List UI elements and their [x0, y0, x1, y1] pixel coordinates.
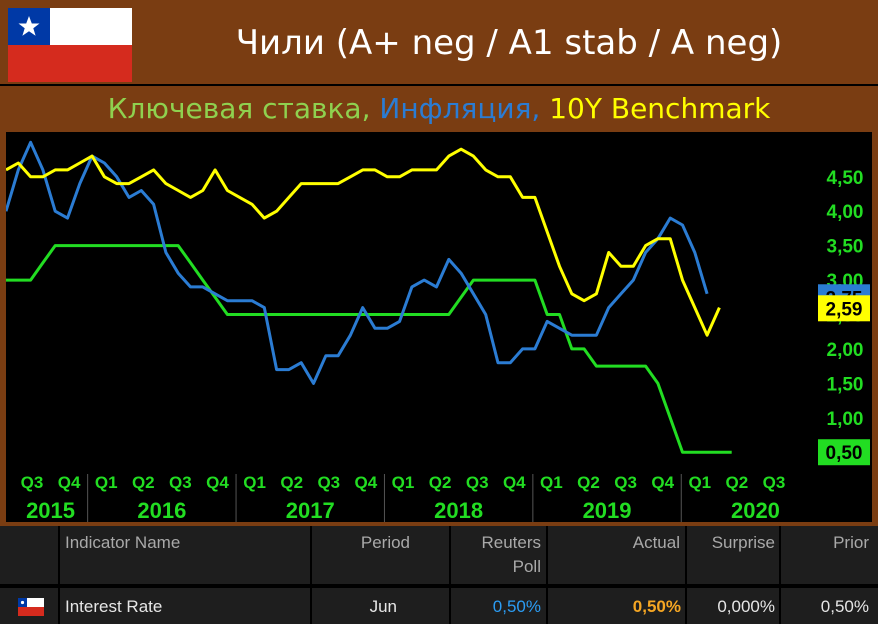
header-cell-period: [312, 526, 449, 584]
x-year-label: 2019: [583, 498, 632, 522]
x-quarter-label: Q4: [355, 473, 378, 492]
chile-flag-small-icon: [18, 598, 44, 616]
x-quarter-label: Q1: [688, 473, 711, 492]
x-quarter-label: Q1: [95, 473, 118, 492]
x-quarter-label: Q3: [21, 473, 44, 492]
col-header-surprise[interactable]: Surprise: [711, 533, 775, 552]
last-value-label: 2,59: [826, 299, 863, 320]
row-period: Jun: [369, 597, 397, 616]
x-quarter-label: Q3: [763, 473, 786, 492]
x-year-label: 2016: [137, 498, 186, 522]
subtitle-rate: Ключевая ставка,: [107, 92, 371, 125]
frame-bottom: [0, 522, 878, 526]
row-cell-name: [60, 588, 310, 624]
frame-left: [0, 132, 6, 524]
col-header-poll-line2[interactable]: Poll: [512, 557, 541, 576]
x-quarter-label: Q2: [577, 473, 600, 492]
x-quarter-label: Q1: [540, 473, 563, 492]
x-quarter-label: Q4: [503, 473, 526, 492]
x-quarter-label: Q2: [280, 473, 303, 492]
row-surprise: 0,000%: [717, 597, 775, 616]
last-value-badge: [818, 439, 870, 466]
x-quarter-label: Q3: [466, 473, 489, 492]
header-cell-poll: [451, 526, 546, 584]
x-quarter-label: Q2: [429, 473, 452, 492]
chile-flag-icon: [8, 8, 132, 82]
row-cell-surprise: [687, 588, 779, 624]
y-tick-label: 3,50: [827, 237, 864, 258]
row-indicator-name[interactable]: Interest Rate: [65, 597, 163, 616]
header-cell-prior: [781, 526, 878, 584]
col-header-poll-line1[interactable]: Reuters: [481, 533, 541, 552]
x-quarter-label: Q4: [651, 473, 674, 492]
row-cell-actual: [548, 588, 685, 624]
x-quarter-label: Q3: [317, 473, 340, 492]
x-year-label: 2018: [434, 498, 483, 522]
series-line-2: [6, 147, 721, 337]
y-tick-label: 1,50: [827, 374, 864, 395]
x-quarter-label: Q2: [132, 473, 155, 492]
x-quarter-label: Q1: [243, 473, 266, 492]
x-year-label: 2015: [26, 498, 75, 522]
row-prior: 0,50%: [820, 597, 869, 616]
header-cell-actual: [548, 526, 685, 584]
last-value-badge: [818, 295, 870, 322]
line-chart: 4,504,003,503,002,502,001,501,002,752,59…: [6, 140, 870, 522]
row-cell-prior: [781, 588, 878, 624]
row-poll: 0,50%: [492, 597, 541, 616]
row-cell-period: [312, 588, 449, 624]
x-quarter-label: Q4: [58, 473, 81, 492]
subtitle-benchmark: 10Y Benchmark: [549, 92, 771, 125]
indicator-table: Indicator Name Period Reuters Poll Actua…: [0, 526, 878, 624]
x-quarter-label: Q3: [614, 473, 637, 492]
x-quarter-label: Q1: [392, 473, 415, 492]
y-tick-label: 4,00: [827, 202, 864, 223]
col-header-prior[interactable]: Prior: [833, 533, 869, 552]
series-line-1: [6, 140, 709, 385]
x-year-label: 2020: [731, 498, 780, 522]
header-cell-surprise: [687, 526, 779, 584]
subtitle-inflation: Инфляция,: [379, 92, 541, 125]
row-actual: 0,50%: [632, 597, 681, 616]
row-cell-poll: [451, 588, 546, 624]
series-line-0: [6, 244, 732, 454]
chart-subtitle: Ключевая ставка, Инфляция, 10Y Benchmark: [0, 86, 878, 132]
header-banner: Чили (A+ neg / A1 stab / A neg): [0, 0, 878, 84]
frame-right: [872, 132, 878, 524]
col-header-indicator[interactable]: Indicator Name: [65, 533, 181, 552]
x-quarter-label: Q3: [169, 473, 192, 492]
x-quarter-label: Q4: [206, 473, 229, 492]
y-tick-label: 2,00: [827, 340, 864, 361]
page-title: Чили (A+ neg / A1 stab / A neg): [235, 23, 783, 63]
header-cell-name: [60, 526, 310, 584]
col-header-actual[interactable]: Actual: [632, 533, 680, 552]
header-cell-flag: [0, 526, 58, 584]
x-quarter-label: Q2: [726, 473, 749, 492]
col-header-period[interactable]: Period: [360, 533, 410, 552]
y-tick-label: 4,50: [827, 168, 864, 189]
last-value-label: 0,50: [826, 443, 863, 464]
x-year-label: 2017: [286, 498, 335, 522]
y-tick-label: 1,00: [827, 409, 864, 430]
